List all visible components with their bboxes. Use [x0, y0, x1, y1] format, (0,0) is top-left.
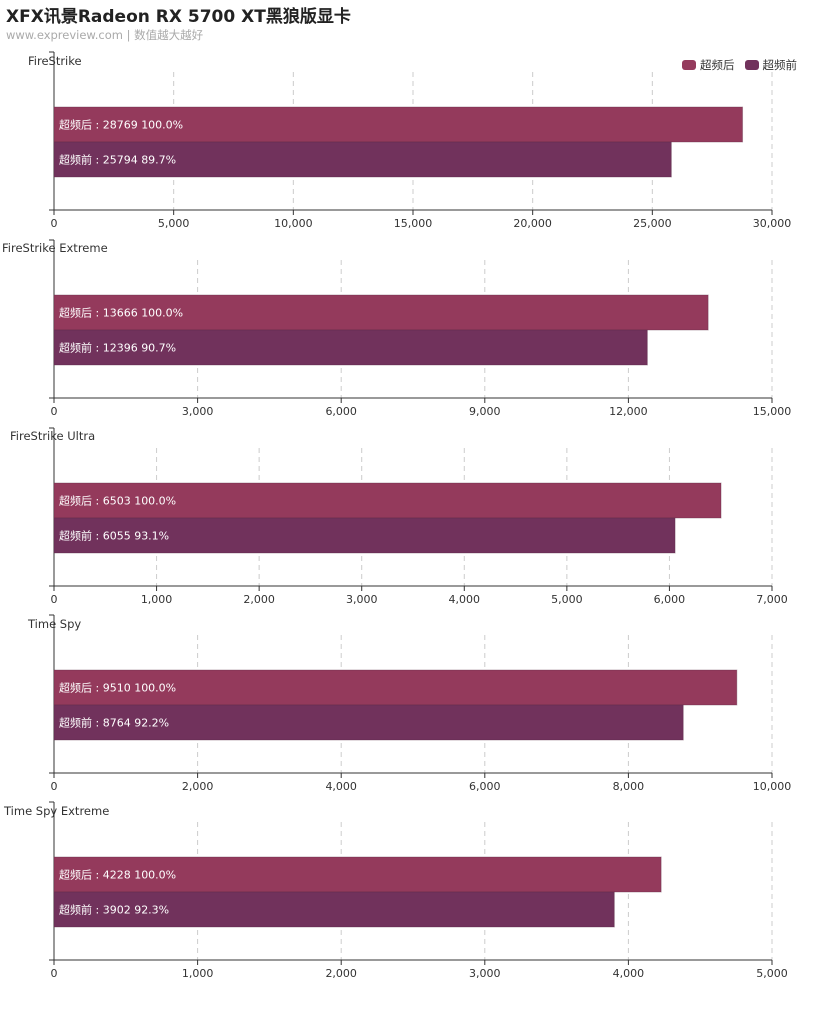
x-tick-label: 6,000: [654, 593, 686, 606]
x-tick-label: 6,000: [325, 405, 357, 418]
x-tick-label: 4,000: [449, 593, 481, 606]
chart-panel-1: FireStrike Extreme 0 3,000 6,000 9,000 12,000…: [2, 239, 792, 418]
legend-swatch-before-icon: [744, 60, 759, 70]
legend-item-before[interactable]: 超频前: [744, 57, 798, 73]
chart-panel-2: FireStrike Ultra 0 1,000 2,000 3,000 4,000 5,0…: [10, 427, 788, 606]
x-tick-label: 20,000: [513, 217, 552, 230]
chart-panel-0: FireStrike 0 5,000 10,000 15,000 20,000 25,000…: [28, 51, 792, 230]
page-title: XFX讯景Radeon RX 5700 XT黑狼版显卡: [6, 7, 351, 27]
x-tick-label: 4,000: [325, 780, 357, 793]
bar: [53, 517, 676, 554]
bar-label: 超频前 : 3902 92.3%: [59, 903, 169, 917]
x-tick-label: 0: [51, 217, 58, 230]
chart-panel-4: Time Spy Extreme 0 1,000 2,000 3,000 4,000 5,0…: [3, 801, 788, 980]
legend-item-after[interactable]: 超频后: [682, 57, 735, 73]
x-tick-label: 3,000: [182, 405, 214, 418]
x-tick-label: 4,000: [613, 967, 645, 980]
x-tick-label: 25,000: [633, 217, 672, 230]
x-tick-label: 0: [51, 405, 58, 418]
bar: [53, 891, 615, 928]
x-tick-label: 10,000: [274, 217, 313, 230]
bar: [53, 141, 672, 178]
x-tick-label: 15,000: [394, 217, 433, 230]
x-tick-label: 0: [51, 593, 58, 606]
x-tick-label: 10,000: [753, 780, 792, 793]
x-tick-label: 5,000: [756, 967, 788, 980]
legend-label-before: 超频前: [762, 58, 798, 72]
bar-label: 超频后 : 28769 100.0%: [59, 118, 183, 132]
legend-swatch-after-icon: [682, 60, 696, 70]
bar-label: 超频后 : 6503 100.0%: [59, 494, 176, 508]
bar-label: 超频后 : 4228 100.0%: [59, 868, 176, 882]
x-tick-label: 8,000: [613, 780, 645, 793]
x-tick-label: 15,000: [753, 405, 792, 418]
x-tick-label: 30,000: [753, 217, 792, 230]
x-tick-label: 3,000: [346, 593, 378, 606]
x-tick-label: 0: [51, 780, 58, 793]
x-tick-label: 9,000: [469, 405, 501, 418]
bar-label: 超频后 : 9510 100.0%: [59, 681, 176, 695]
x-tick-label: 5,000: [551, 593, 583, 606]
bar: [53, 482, 722, 519]
bar: [53, 669, 738, 706]
chart-title: FireStrike Ultra: [10, 429, 95, 443]
x-tick-label: 5,000: [158, 217, 190, 230]
x-tick-label: 2,000: [182, 780, 214, 793]
x-tick-label: 2,000: [243, 593, 275, 606]
x-tick-label: 3,000: [469, 967, 501, 980]
legend-label-after: 超频后: [700, 58, 735, 72]
x-tick-label: 1,000: [141, 593, 173, 606]
bar: [53, 856, 662, 893]
bar-label: 超频前 : 8764 92.2%: [59, 716, 169, 730]
bar-label: 超频前 : 6055 93.1%: [59, 529, 169, 543]
page-subtitle: www.expreview.com | 数值越大越好: [6, 28, 204, 42]
bar-label: 超频后 : 13666 100.0%: [59, 306, 183, 320]
chart-title: FireStrike Extreme: [2, 241, 108, 255]
x-tick-label: 12,000: [609, 405, 648, 418]
x-tick-label: 1,000: [182, 967, 214, 980]
x-tick-label: 0: [51, 967, 58, 980]
bar: [53, 704, 684, 741]
x-tick-label: 2,000: [325, 967, 357, 980]
chart-title: Time Spy Extreme: [3, 804, 109, 818]
chart-legend[interactable]: 超频后 超频前: [682, 57, 797, 73]
bar-label: 超频前 : 25794 89.7%: [59, 153, 176, 167]
chart-title: FireStrike: [28, 54, 82, 68]
bar-label: 超频前 : 12396 90.7%: [59, 341, 176, 355]
x-tick-label: 6,000: [469, 780, 501, 793]
bar: [53, 329, 648, 366]
x-tick-label: 7,000: [756, 593, 788, 606]
